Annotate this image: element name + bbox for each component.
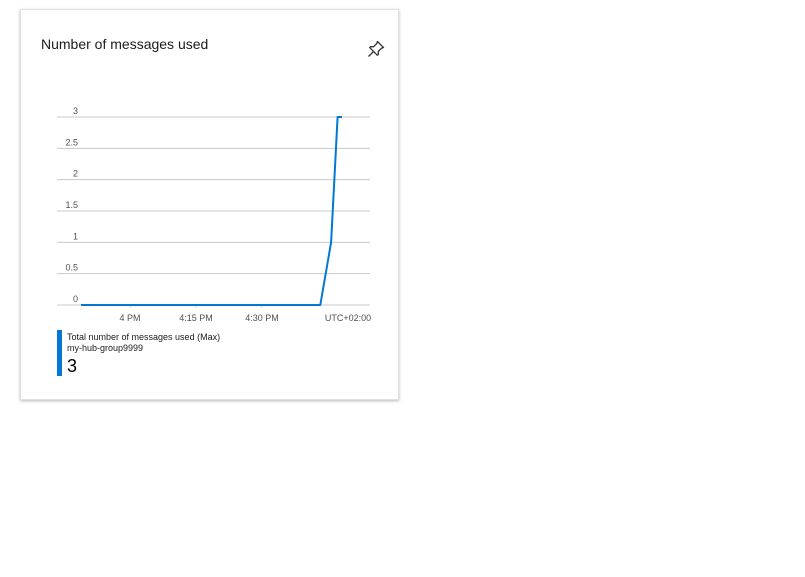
chart-legend[interactable]: Total number of messages used (Max) my-h…	[57, 330, 377, 376]
series-line	[81, 116, 342, 306]
y-tick-label: 0	[73, 294, 78, 304]
y-tick-label: 3	[73, 106, 78, 116]
legend-color-bar	[57, 330, 62, 376]
legend-resource-name: my-hub-group9999	[67, 343, 144, 353]
x-tick-label: 4:30 PM	[245, 313, 279, 323]
metric-tile[interactable]: Number of messages used 0 0.5 1 1.5 2 2.5 3 4 P…	[20, 9, 399, 400]
y-tick-label: 2	[73, 169, 78, 179]
y-tick-label: 1	[73, 231, 78, 241]
legend-metric-name: Total number of messages used (Max)	[67, 332, 221, 342]
y-tick-label: 2.5	[65, 137, 78, 147]
y-tick-label: 1.5	[65, 200, 78, 210]
pin-icon[interactable]	[365, 38, 387, 60]
x-tick-label: 4 PM	[119, 313, 140, 323]
legend-value: 3	[67, 356, 78, 376]
x-tick-label: UTC+02:00	[325, 313, 371, 323]
y-tick-label: 0.5	[65, 263, 78, 273]
x-tick-label: 4:15 PM	[179, 313, 213, 323]
line-chart: 0 0.5 1 1.5 2 2.5 3 4 PM 4:15 PM 4:30 PM UTC+02:00	[57, 106, 371, 323]
tile-title: Number of messages used	[41, 36, 209, 52]
